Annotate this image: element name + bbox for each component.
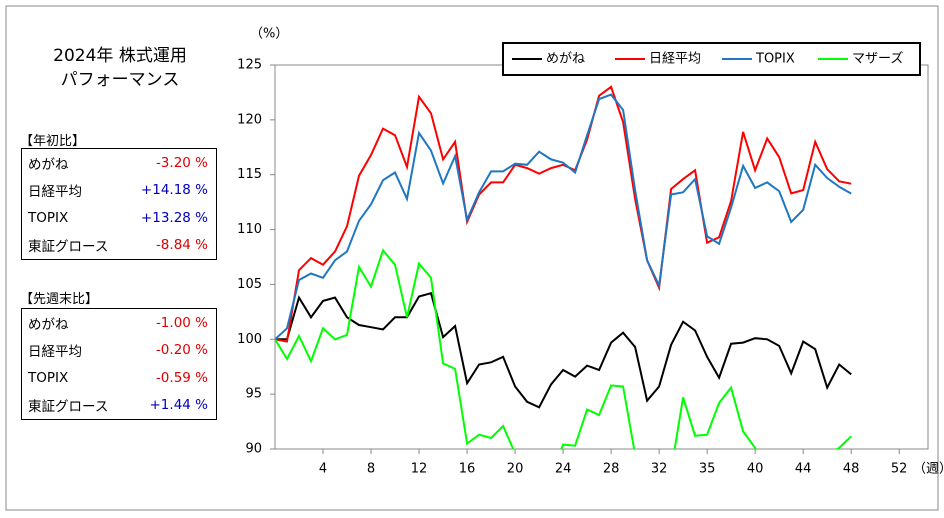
x-tick-label: 20 [507,462,524,477]
row-value: -0.59 % [155,369,208,386]
x-tick-label: 40 [747,462,764,477]
table: めがね -3.20 % 日経平均 +14.18 % TOPIX +13.28 % 東証グロー… [21,148,217,260]
x-tick-label: 44 [795,462,812,477]
row-value: -3.20 % [155,154,208,171]
x-tick-label: 52 [891,462,908,477]
table-row: 東証グロース +1.44 % [22,392,216,420]
row-name: TOPIX [28,209,69,226]
row-value: -0.20 % [155,342,208,359]
lines [275,85,852,449]
series-line [275,248,852,449]
x-tick-label: 12 [411,462,428,477]
y-tick-label: 100 [237,332,262,347]
table-row: 東証グロース -8.84 % [22,232,216,260]
y-tick-label: 110 [237,222,262,237]
legend-label: マザーズ [852,51,903,67]
x-axis-label: （週） [913,462,944,477]
x-tick-label: 28 [603,462,620,477]
table: めがね -1.00 % 日経平均 -0.20 % TOPIX -0.59 % 東証グロース +… [21,308,217,420]
table-row: 日経平均 -0.20 % [22,337,216,365]
row-value: +1.44 % [149,397,209,414]
y-tick-label: 115 [237,167,262,182]
series-line [275,291,852,409]
x-tick-label: 8 [367,462,375,477]
y-tick-label: 125 [237,58,262,73]
y-tick-label: 105 [237,277,262,292]
y-tick-label: 90 [245,442,262,457]
frame [5,5,939,511]
table-row: TOPIX +13.28 % [22,204,216,232]
x-tick-label: 16 [459,462,476,477]
table-title: 【年初比】 [20,134,86,149]
series-line [275,93,852,341]
y-tick-label: 95 [245,387,262,402]
title-line: 2024年 株式運用 [53,46,187,66]
x-tick-label: 32 [651,462,668,477]
title-line: パフォーマンス [60,70,180,90]
table-row: TOPIX -0.59 % [22,364,216,392]
x-tick-label: 48 [843,462,860,477]
row-name: めがね [28,316,69,333]
row-name: TOPIX [28,369,69,386]
x-tick-label: 35 [699,462,716,477]
table-title: 【先週末比】 [20,292,99,307]
x-tick-label: 24 [555,462,572,477]
y-axis-label: （%） [250,27,288,42]
row-name: 日経平均 [28,184,82,201]
row-name: 東証グロース [28,399,109,416]
table-row: めがね -1.00 % [22,309,216,337]
table-row: 日経平均 +14.18 % [22,177,216,205]
row-value: +13.28 % [140,209,208,226]
table-row: めがね -3.20 % [22,149,216,177]
row-name: めがね [28,156,69,173]
plot-area [274,64,929,450]
x-tick-label: 4 [319,462,327,477]
row-name: 東証グロース [28,239,109,256]
row-value: -1.00 % [155,314,208,331]
y-tick-label: 120 [237,112,262,127]
title: 2024年 株式運用 パフォーマンス [20,44,220,92]
legend [502,42,921,76]
row-value: -8.84 % [155,237,208,254]
legend-label: 日経平均 [649,52,701,67]
row-name: 日経平均 [28,344,82,361]
legend-label: TOPIX [755,52,795,67]
legend-label: めがね [546,52,585,67]
row-value: +14.18 % [140,182,208,199]
series-line [275,85,852,343]
